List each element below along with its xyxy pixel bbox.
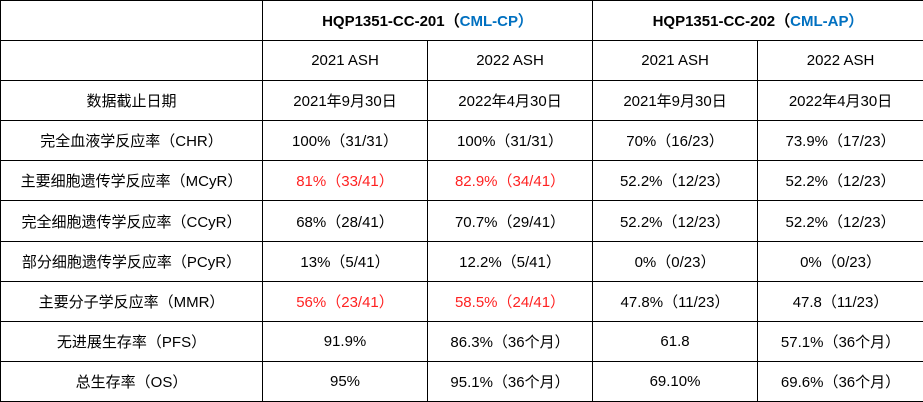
- data-cell: 100%（31/31）: [426, 120, 594, 162]
- session-header-2022-ash: 2022 ASH: [426, 40, 594, 82]
- data-cell: 52.2%（12/23）: [592, 200, 759, 242]
- session-header-row: 2021 ASH 2022 ASH 2021 ASH 2022 ASH: [0, 40, 923, 82]
- table-row: 完全血液学反应率（CHR） 100%（31/31） 100%（31/31） 70%（1…: [0, 120, 923, 162]
- data-cell: 2021年9月30日: [262, 80, 428, 122]
- data-cell: 70%（16/23）: [592, 120, 759, 162]
- trial-phase-label: CML-CP）: [459, 13, 533, 31]
- data-cell: 52.2%（12/23）: [757, 200, 923, 242]
- data-cell: 13%（5/41）: [262, 240, 428, 282]
- corner-empty-cell: [0, 0, 263, 42]
- row-label: 总生存率（OS）: [0, 360, 263, 402]
- data-cell: 100%（31/31）: [262, 120, 428, 162]
- data-cell: 61.8: [592, 320, 759, 362]
- data-cell: 2022年4月30日: [426, 80, 594, 122]
- data-cell: 69.10%: [592, 360, 759, 402]
- session-header-2022-ash: 2022 ASH: [757, 40, 923, 82]
- data-cell: 0%（0/23）: [757, 240, 923, 282]
- data-cell: 58.5%（24/41）: [426, 280, 594, 322]
- trial-header-hqp1351-cc-201: HQP1351-CC-201（CML-CP）: [261, 0, 594, 42]
- data-cell: 12.2%（5/41）: [426, 240, 594, 282]
- table-row: 数据截止日期 2021年9月30日 2022年4月30日 2021年9月30日 2022…: [0, 80, 923, 122]
- data-cell: 69.6%（36个月）: [757, 360, 923, 402]
- data-cell: 52.2%（12/23）: [592, 160, 759, 202]
- data-cell: 52.2%（12/23）: [757, 160, 923, 202]
- trial-name: HQP1351-CC-201（: [322, 13, 460, 31]
- table-row: 无进展生存率（PFS） 91.9% 86.3%（36个月） 61.8 57.1%（36个…: [0, 320, 923, 362]
- table-row: 完全细胞遗传学反应率（CCyR） 68%（28/41） 70.7%（29/41） 52…: [0, 200, 923, 242]
- session-header-2021-ash: 2021 ASH: [592, 40, 759, 82]
- data-cell: 47.8%（11/23）: [592, 280, 759, 322]
- trial-phase-label: CML-AP）: [790, 13, 864, 31]
- row-label: 主要分子学反应率（MMR）: [0, 280, 263, 322]
- data-cell: 68%（28/41）: [262, 200, 428, 242]
- session-header-2021-ash: 2021 ASH: [262, 40, 428, 82]
- data-cell: 70.7%（29/41）: [426, 200, 594, 242]
- table-row: 总生存率（OS） 95% 95.1%（36个月） 69.10% 69.6%（36个月）: [0, 360, 923, 402]
- data-cell: 95%: [262, 360, 428, 402]
- data-cell: 95.1%（36个月）: [426, 360, 594, 402]
- data-cell: 86.3%（36个月）: [426, 320, 594, 362]
- trial-name: HQP1351-CC-202（: [652, 13, 791, 31]
- data-cell: 2022年4月30日: [757, 80, 923, 122]
- data-cell: 56%（23/41）: [262, 280, 428, 322]
- table-row: 主要细胞遗传学反应率（MCyR） 81%（33/41） 82.9%（34/41） 52…: [0, 160, 923, 202]
- data-cell: 2021年9月30日: [592, 80, 759, 122]
- trial-header-hqp1351-cc-202: HQP1351-CC-202（CML-AP）: [592, 0, 923, 42]
- data-cell: 73.9%（17/23）: [757, 120, 923, 162]
- data-cell: 82.9%（34/41）: [426, 160, 594, 202]
- data-cell: 81%（33/41）: [262, 160, 428, 202]
- row-label: 完全血液学反应率（CHR）: [0, 120, 263, 162]
- table-row: 部分细胞遗传学反应率（PCyR） 13%（5/41） 12.2%（5/41） 0%（0…: [0, 240, 923, 282]
- table-row: 主要分子学反应率（MMR） 56%（23/41） 58.5%（24/41） 47.8%…: [0, 280, 923, 322]
- data-cell: 47.8（11/23）: [757, 280, 923, 322]
- data-cell: 57.1%（36个月）: [757, 320, 923, 362]
- session-empty-cell: [0, 40, 263, 82]
- data-cell: 0%（0/23）: [592, 240, 759, 282]
- trial-header-row: HQP1351-CC-201（CML-CP） HQP1351-CC-202（CM…: [0, 0, 923, 42]
- row-label: 完全细胞遗传学反应率（CCyR）: [0, 200, 263, 242]
- row-label: 数据截止日期: [0, 80, 263, 122]
- row-label: 主要细胞遗传学反应率（MCyR）: [0, 160, 263, 202]
- row-label: 无进展生存率（PFS）: [0, 320, 263, 362]
- row-label: 部分细胞遗传学反应率（PCyR）: [0, 240, 263, 282]
- data-cell: 91.9%: [262, 320, 428, 362]
